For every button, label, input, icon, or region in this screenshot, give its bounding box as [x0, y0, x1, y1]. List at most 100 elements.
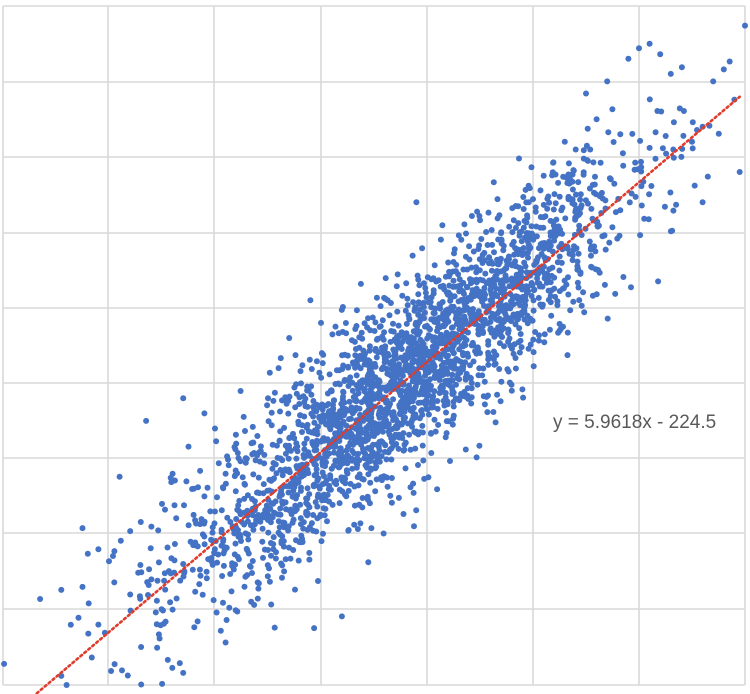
data-point — [171, 541, 178, 547]
data-point — [537, 187, 544, 194]
data-point — [433, 278, 440, 285]
data-point — [535, 271, 541, 278]
data-point — [412, 304, 419, 311]
data-point — [574, 279, 581, 286]
data-point — [428, 450, 435, 456]
data-point — [710, 78, 717, 85]
data-point — [304, 383, 311, 390]
data-point — [349, 447, 356, 454]
data-point — [506, 379, 513, 386]
data-point — [162, 618, 169, 625]
data-point — [479, 372, 486, 379]
data-point — [306, 549, 313, 556]
data-point — [251, 521, 258, 528]
data-point — [540, 214, 547, 221]
data-point — [462, 446, 469, 453]
data-point — [203, 575, 210, 582]
data-point — [594, 223, 601, 230]
data-point — [594, 218, 601, 225]
data-point — [332, 323, 339, 330]
data-point — [638, 168, 645, 175]
data-point — [435, 324, 441, 331]
data-point — [604, 315, 611, 322]
data-point — [297, 368, 304, 375]
data-point — [95, 621, 102, 628]
data-point — [324, 412, 330, 419]
data-point — [522, 186, 529, 193]
data-point — [496, 366, 503, 372]
data-point — [416, 343, 423, 350]
data-point — [638, 164, 645, 171]
data-point — [394, 308, 401, 315]
data-point — [224, 514, 231, 521]
data-point — [340, 393, 346, 400]
data-point — [476, 442, 483, 449]
data-point — [369, 450, 376, 457]
data-point — [481, 401, 488, 408]
data-point — [546, 199, 553, 206]
data-point — [632, 159, 639, 166]
data-point — [524, 214, 531, 221]
data-point — [281, 568, 288, 575]
data-point — [340, 418, 347, 425]
data-point — [490, 409, 497, 415]
data-point — [601, 281, 608, 288]
data-point — [180, 395, 187, 402]
data-point — [325, 401, 332, 407]
data-point — [349, 387, 356, 394]
data-point — [370, 427, 377, 434]
data-point — [398, 346, 405, 352]
data-point — [489, 241, 496, 248]
data-point — [285, 455, 292, 462]
data-point — [292, 586, 298, 593]
data-point — [484, 409, 491, 416]
data-point — [266, 369, 273, 376]
data-point — [448, 346, 455, 353]
data-point — [518, 238, 525, 245]
data-point — [498, 321, 505, 328]
data-point — [454, 337, 461, 344]
data-point — [451, 358, 457, 365]
data-point — [358, 384, 365, 391]
data-point — [502, 274, 509, 281]
data-point — [537, 241, 544, 248]
data-point — [442, 378, 449, 384]
data-point — [359, 495, 366, 501]
data-point — [347, 480, 354, 487]
data-point — [468, 385, 475, 392]
data-point — [443, 329, 450, 336]
data-point — [414, 326, 420, 333]
data-point — [516, 325, 523, 332]
data-point — [220, 550, 227, 557]
data-point — [381, 359, 388, 366]
data-point — [154, 577, 161, 584]
data-point — [577, 210, 583, 217]
data-point — [515, 316, 521, 323]
data-point — [259, 525, 266, 532]
data-point — [573, 206, 580, 213]
data-point — [296, 401, 303, 407]
data-point — [450, 259, 457, 265]
data-point — [485, 361, 492, 368]
data-point — [554, 302, 561, 309]
data-point — [311, 419, 318, 426]
data-point — [367, 415, 374, 422]
data-point — [214, 559, 221, 566]
data-point — [312, 499, 319, 506]
data-point — [211, 520, 218, 527]
data-point — [636, 45, 642, 52]
data-point — [491, 361, 498, 368]
data-point — [460, 343, 467, 350]
data-point — [382, 441, 389, 448]
data-point — [279, 472, 286, 479]
data-point — [279, 562, 286, 569]
data-point — [354, 526, 361, 532]
data-point — [592, 266, 599, 273]
data-point — [461, 291, 467, 297]
data-point — [138, 681, 145, 688]
data-point — [238, 538, 244, 544]
data-point — [297, 515, 304, 522]
data-point — [424, 322, 430, 329]
data-point — [332, 457, 339, 464]
data-point — [564, 329, 571, 336]
